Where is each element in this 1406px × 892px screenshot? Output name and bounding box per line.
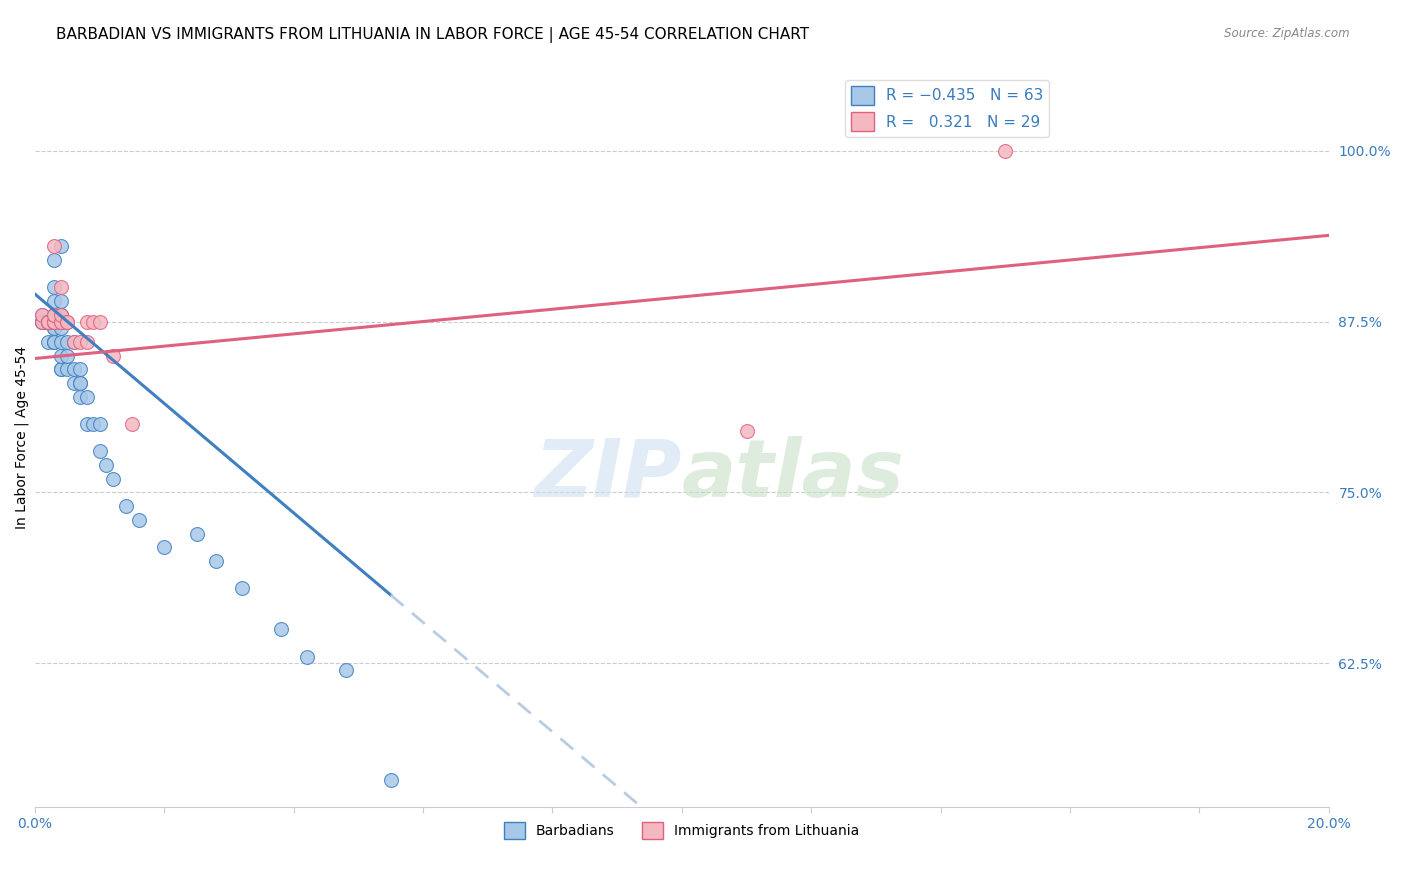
Point — [31, 314, 53, 328]
Point — [69, 362, 91, 376]
Point — [44, 239, 66, 253]
Point — [49, 349, 72, 363]
Point — [69, 376, 91, 390]
Point — [37, 314, 59, 328]
Point — [37, 314, 59, 328]
Point — [231, 581, 253, 595]
Point — [96, 458, 118, 472]
Point — [44, 308, 66, 322]
Point — [49, 334, 72, 349]
Text: BARBADIAN VS IMMIGRANTS FROM LITHUANIA IN LABOR FORCE | AGE 45-54 CORRELATION CH: BARBADIAN VS IMMIGRANTS FROM LITHUANIA I… — [56, 27, 810, 43]
Point — [37, 314, 59, 328]
Point — [335, 663, 357, 677]
Point — [49, 314, 72, 328]
Point — [44, 280, 66, 294]
Point — [76, 314, 98, 328]
Point — [128, 513, 150, 527]
Legend: Barbadians, Immigrants from Lithuania: Barbadians, Immigrants from Lithuania — [499, 816, 865, 845]
Point — [31, 314, 53, 328]
Point — [44, 308, 66, 322]
Point — [63, 376, 86, 390]
Point — [49, 280, 72, 294]
Point — [44, 334, 66, 349]
Point — [735, 424, 758, 438]
Point — [69, 334, 91, 349]
Point — [49, 308, 72, 322]
Point — [44, 334, 66, 349]
Point — [44, 314, 66, 328]
Point — [69, 376, 91, 390]
Point — [63, 334, 86, 349]
Point — [44, 314, 66, 328]
Point — [44, 321, 66, 335]
Point — [49, 362, 72, 376]
Point — [37, 314, 59, 328]
Point — [37, 314, 59, 328]
Point — [76, 334, 98, 349]
Point — [37, 334, 59, 349]
Point — [37, 314, 59, 328]
Point — [82, 417, 104, 431]
Point — [121, 417, 143, 431]
Point — [44, 293, 66, 308]
Point — [44, 314, 66, 328]
Point — [76, 417, 98, 431]
Point — [56, 362, 79, 376]
Text: ZIP: ZIP — [534, 435, 682, 514]
Point — [44, 308, 66, 322]
Point — [37, 314, 59, 328]
Point — [114, 499, 136, 513]
Point — [295, 649, 318, 664]
Point — [37, 314, 59, 328]
Text: atlas: atlas — [682, 435, 904, 514]
Point — [89, 417, 111, 431]
Point — [31, 308, 53, 322]
Point — [63, 362, 86, 376]
Point — [44, 314, 66, 328]
Point — [380, 772, 402, 787]
Point — [44, 308, 66, 322]
Point — [49, 293, 72, 308]
Point — [44, 314, 66, 328]
Point — [44, 314, 66, 328]
Point — [186, 526, 208, 541]
Y-axis label: In Labor Force | Age 45-54: In Labor Force | Age 45-54 — [15, 346, 30, 529]
Point — [49, 308, 72, 322]
Point — [49, 308, 72, 322]
Point — [31, 314, 53, 328]
Point — [37, 314, 59, 328]
Point — [89, 444, 111, 458]
Point — [101, 349, 124, 363]
Point — [205, 554, 228, 568]
Text: Source: ZipAtlas.com: Source: ZipAtlas.com — [1225, 27, 1350, 40]
Point — [44, 252, 66, 267]
Point — [31, 314, 53, 328]
Point — [49, 314, 72, 328]
Point — [49, 362, 72, 376]
Point — [56, 349, 79, 363]
Point — [49, 239, 72, 253]
Point — [56, 334, 79, 349]
Point — [49, 321, 72, 335]
Point — [63, 334, 86, 349]
Point — [994, 144, 1017, 158]
Point — [153, 540, 176, 554]
Point — [270, 622, 292, 636]
Point — [69, 390, 91, 404]
Point — [89, 314, 111, 328]
Point — [37, 314, 59, 328]
Point — [44, 334, 66, 349]
Point — [56, 314, 79, 328]
Point — [37, 314, 59, 328]
Point — [82, 314, 104, 328]
Point — [76, 390, 98, 404]
Point — [44, 321, 66, 335]
Point — [56, 314, 79, 328]
Point — [31, 308, 53, 322]
Point — [37, 314, 59, 328]
Point — [44, 314, 66, 328]
Point — [49, 314, 72, 328]
Point — [101, 472, 124, 486]
